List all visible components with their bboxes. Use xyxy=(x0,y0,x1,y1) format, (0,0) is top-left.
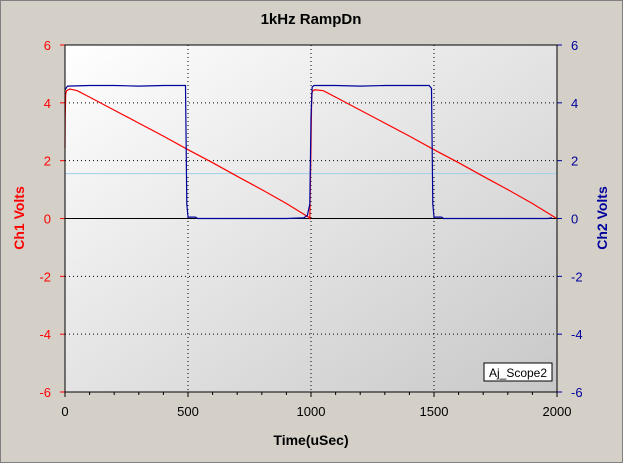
series-group xyxy=(64,84,558,221)
ch1-trace xyxy=(64,88,558,221)
left-tick-label: 4 xyxy=(44,96,51,111)
left-tick-label: -4 xyxy=(39,327,51,342)
left-tick-label: -6 xyxy=(39,385,51,400)
right-tick-label: -4 xyxy=(571,327,583,342)
right-tick-label: 0 xyxy=(571,212,578,227)
plot-border xyxy=(64,44,558,393)
x-tick-label: 500 xyxy=(177,404,199,419)
left-axis-label: Ch1 Volts xyxy=(11,186,27,250)
ch2-trace xyxy=(64,84,553,220)
left-tick-label: 2 xyxy=(44,154,51,169)
right-tick-label: 4 xyxy=(571,96,578,111)
x-tick-label: 1500 xyxy=(420,404,449,419)
tick-labels: 0 500 1000 1500 2000 6 4 2 0 -2 -4 -6 6 4 2 0 -2 -4 -6 xyxy=(39,38,582,419)
right-tick-label: 2 xyxy=(571,154,578,169)
x-tick-label: 0 xyxy=(61,404,68,419)
chart-title: 1kHz RampDn xyxy=(261,11,362,28)
right-tick-label: -6 xyxy=(571,385,583,400)
left-tick-label: 0 xyxy=(44,212,51,227)
x-tick-label: 2000 xyxy=(543,404,572,419)
right-axis-label: Ch2 Volts xyxy=(594,186,610,250)
right-tick-label: 6 xyxy=(571,38,578,53)
left-tick-label: 6 xyxy=(44,38,51,53)
left-tick-label: -2 xyxy=(39,269,51,284)
legend-label: Aj_Scope2 xyxy=(489,366,547,380)
right-tick-label: -2 xyxy=(571,269,583,284)
x-axis-label: Time(uSec) xyxy=(273,432,348,448)
legend-box: Aj_Scope2 xyxy=(483,362,553,382)
x-tick-label: 1000 xyxy=(297,404,326,419)
